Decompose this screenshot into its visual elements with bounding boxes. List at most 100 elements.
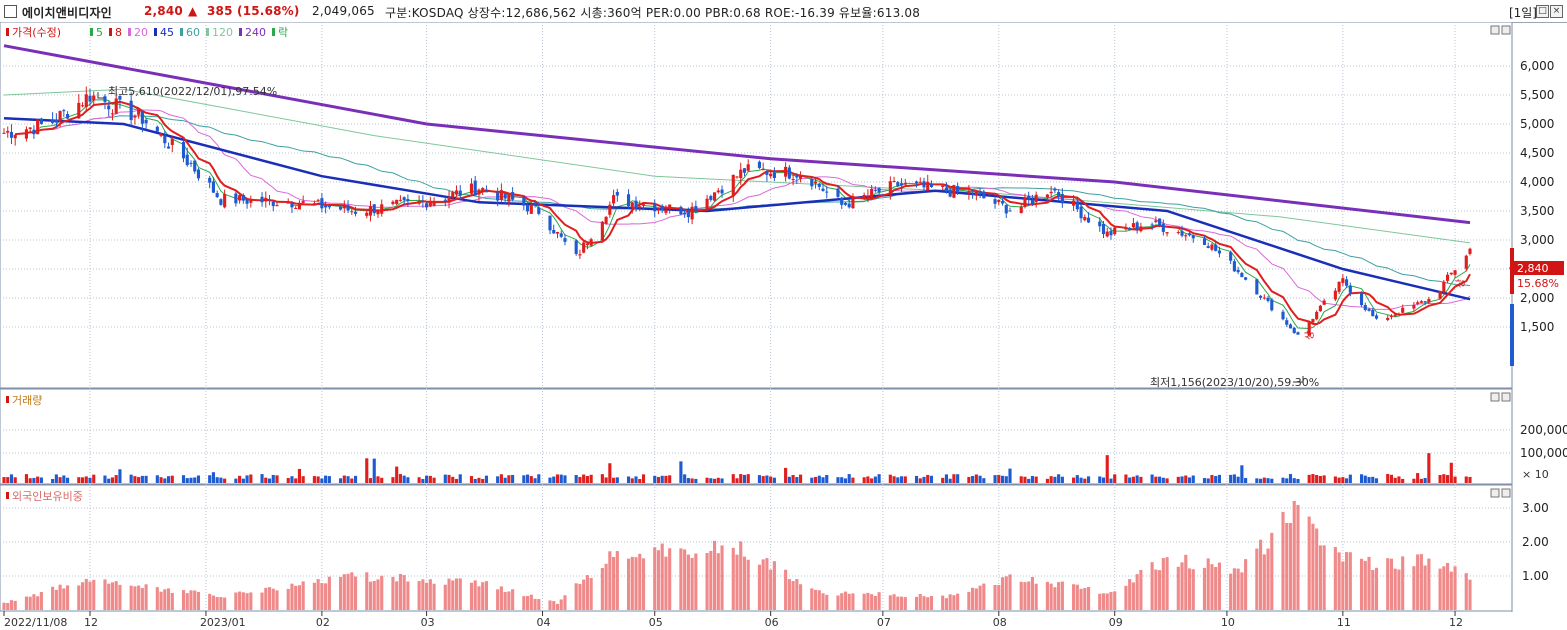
candle-body (709, 196, 713, 200)
price-tick-label: 6,000 (1520, 59, 1554, 73)
legend-label: 60 (186, 26, 200, 39)
volume-bar (219, 477, 223, 483)
foreign-bar (634, 557, 638, 610)
foreign-bar (772, 561, 776, 610)
volume-bar (6, 477, 10, 483)
volume-bar (929, 475, 934, 483)
candle-body (267, 199, 272, 201)
foreign-bar (926, 597, 930, 610)
foreign-bar (896, 596, 900, 610)
candles (2, 86, 1472, 337)
candle-body (634, 200, 638, 209)
period-selector[interactable]: [1일] (1508, 6, 1537, 20)
candle-body (1165, 232, 1169, 234)
volume-bar (1113, 474, 1117, 483)
close-icon[interactable]: × (1550, 5, 1563, 18)
volume-bar (892, 476, 896, 483)
candle-body (312, 203, 316, 205)
minimize-icon[interactable]: □ (1536, 5, 1549, 18)
volume-bar (1128, 477, 1132, 483)
candle-body (1004, 205, 1008, 214)
foreign-bar (1393, 568, 1397, 610)
foreign-bar (170, 592, 174, 610)
candle-body (1427, 298, 1431, 303)
candle-body (301, 201, 305, 203)
candle-body (1416, 302, 1420, 304)
foreign-bar (668, 548, 672, 610)
volume-bar (368, 478, 373, 483)
volume-bar (395, 466, 399, 483)
volume-tick-label: 200,000 (1520, 423, 1567, 437)
volume-bar (1292, 478, 1296, 483)
foreign-bar (1072, 584, 1076, 610)
foreign-bar (582, 579, 586, 610)
foreign-bar (77, 585, 81, 610)
foreign-bar (454, 578, 459, 610)
current-price: 2,840 (144, 4, 183, 18)
volume-bar (271, 474, 275, 483)
candle-body (290, 203, 294, 208)
price-tick-label: 1,500 (1520, 320, 1554, 334)
foreign-bar (555, 603, 560, 610)
candle-body (159, 133, 163, 136)
stock-chart[interactable]: 6,0005,5005,0004,5004,0003,5003,0002,500… (0, 22, 1567, 630)
volume-bar (9, 474, 14, 483)
foreign-bar (533, 598, 537, 610)
volume-bar (327, 476, 331, 483)
foreign-bar (1057, 582, 1061, 610)
foreign-bar (739, 541, 743, 610)
volume-bar (294, 478, 298, 483)
volume-bar (1307, 474, 1311, 483)
foreign-bar (1311, 523, 1315, 610)
volume-bar (503, 477, 507, 483)
foreign-bar (757, 564, 762, 610)
foreign-bar (1101, 593, 1106, 610)
panel-buttons[interactable] (1490, 25, 1511, 498)
candle-body (1000, 201, 1005, 204)
foreign-bar (993, 584, 997, 610)
candle-body (451, 192, 455, 198)
volume-bar (421, 478, 425, 483)
candle-body (469, 183, 474, 194)
candle-body (817, 183, 821, 187)
volume-bar (316, 476, 320, 483)
volume-bar (1412, 478, 1416, 483)
foreign-panel-title: 외국인보유비중 (12, 490, 83, 503)
panel-checkbox[interactable] (4, 5, 17, 18)
foreign-bar (1124, 585, 1128, 610)
foreign-bar (1158, 570, 1162, 610)
volume-bar (1176, 476, 1180, 483)
marker-limit-up-a: 상 (1304, 331, 1316, 340)
foreign-bar (118, 584, 122, 610)
volume-bar (391, 477, 395, 483)
candle-body (735, 176, 739, 178)
volume-bar (196, 475, 201, 483)
foreign-bar (552, 601, 556, 610)
volume-tick-label: 100,000 (1520, 446, 1567, 460)
candle-body (454, 190, 459, 195)
candle-body (522, 196, 526, 206)
foreign-bar (563, 595, 567, 610)
candle-body (342, 205, 346, 209)
volume-bar (739, 474, 743, 483)
foreign-bar (1206, 558, 1210, 610)
volume-bar (1180, 476, 1184, 483)
foreign-bar (1337, 552, 1341, 610)
volume-bar (2, 477, 6, 483)
candle-body (712, 192, 717, 201)
foreign-bar (133, 586, 137, 610)
candle-body (1072, 200, 1076, 206)
foreign-bar (1210, 564, 1214, 610)
legend-label: 240 (245, 26, 266, 39)
foreign-bar (765, 558, 769, 610)
candle-body (286, 202, 290, 204)
volume-bar (189, 477, 193, 483)
candle-body (1045, 194, 1049, 198)
volume-bar (1158, 476, 1162, 483)
foreign-bar (1109, 591, 1113, 610)
foreign-bar (398, 573, 402, 610)
foreign-bar (13, 600, 17, 610)
candle-body (1217, 250, 1221, 254)
foreign-bar (529, 594, 533, 610)
foreign-bar (742, 556, 747, 610)
